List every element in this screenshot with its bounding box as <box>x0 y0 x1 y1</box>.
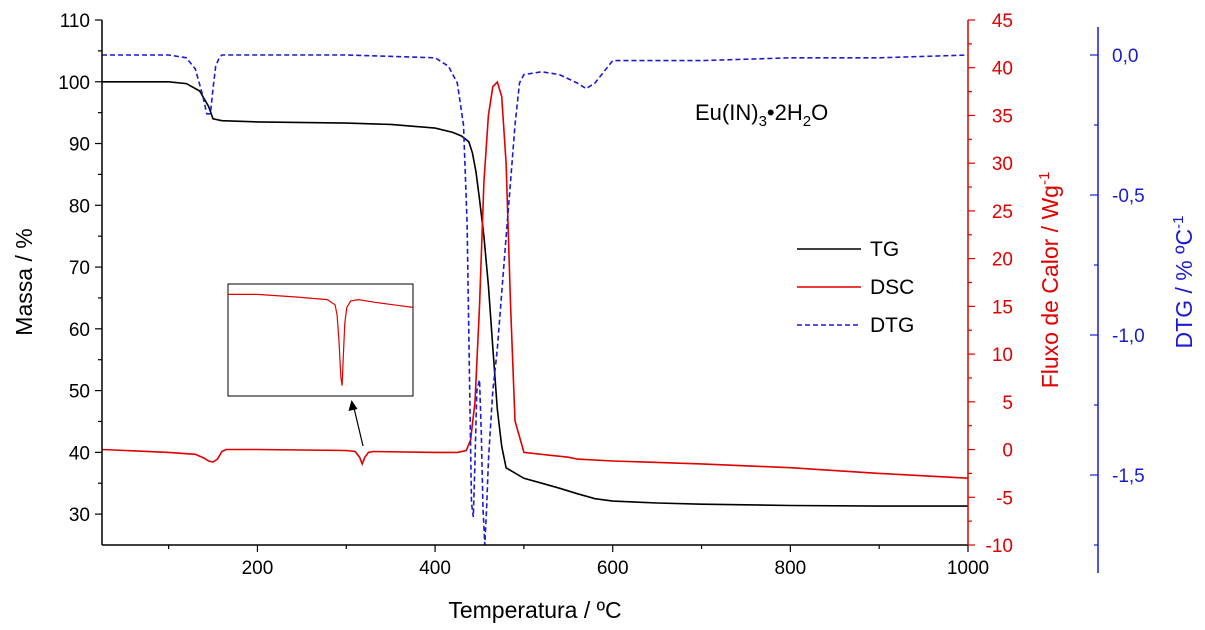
y-red-tick-label: 0 <box>1002 441 1013 462</box>
y-red-tick-label: 5 <box>1002 393 1013 414</box>
y-red-tick-label: 40 <box>992 59 1013 80</box>
x-tick-label: 200 <box>242 558 274 579</box>
y-red-tick-label: 10 <box>992 345 1013 366</box>
y-left-tick-label: 110 <box>60 11 90 32</box>
inset-frame <box>227 283 414 397</box>
legend-label-tg: TG <box>870 238 899 261</box>
legend-label-dtg: DTG <box>870 314 914 337</box>
y-blue-tick-label: -0,5 <box>1112 186 1145 207</box>
y-blue-axis-title: DTG / % ºC-1 <box>1170 216 1197 349</box>
y-red-tick-label: 45 <box>992 11 1013 32</box>
series-line-tg <box>102 81 968 507</box>
y-red-tick-label: 25 <box>992 202 1013 223</box>
y-blue-tick-label: -1,0 <box>1112 326 1145 347</box>
y-left-tick-label: 90 <box>69 135 90 156</box>
y-red-tick-label: 15 <box>992 297 1013 318</box>
arrow-shaft <box>353 407 364 447</box>
y-left-tick-label: 70 <box>69 258 90 279</box>
legend: TG DSC DTG <box>797 238 914 337</box>
y-blue-tick-label: 0,0 <box>1112 46 1138 67</box>
arrow-head <box>348 400 358 411</box>
y-blue-tick-label: -1,5 <box>1112 466 1145 487</box>
series-line-dsc <box>102 80 968 479</box>
x-axis-title: Temperatura / ºC <box>448 597 621 623</box>
x-tick-label: 600 <box>597 558 629 579</box>
inset-panel <box>227 283 414 397</box>
x-tick-label: 1000 <box>947 558 989 579</box>
y-red-tick-label: 30 <box>992 154 1013 175</box>
series-line-dtg <box>102 54 968 545</box>
ticks-layer: 200 400 600 800 100030405060708090100110-10-… <box>58 11 1144 579</box>
y-left-tick-label: 40 <box>69 443 90 464</box>
y-left-tick-label: 100 <box>58 73 90 94</box>
y-left-tick-label: 30 <box>69 505 90 526</box>
compound-annotation: Eu(IN)3•2H2O <box>695 100 828 130</box>
y-red-tick-label: -5 <box>996 488 1013 509</box>
y-red-tick-label: 35 <box>992 106 1013 127</box>
inset-arrow <box>348 400 364 447</box>
series-layer <box>102 54 968 545</box>
y-left-tick-label: 60 <box>69 320 90 341</box>
y-left-tick-label: 80 <box>69 196 90 217</box>
x-tick-label: 800 <box>775 558 807 579</box>
legend-label-dsc: DSC <box>870 276 914 299</box>
y-left-tick-label: 50 <box>69 382 90 403</box>
y-red-tick-label: 20 <box>992 250 1013 271</box>
x-tick-label: 400 <box>419 558 451 579</box>
y-red-axis-title: Fluxo de Calor / Wg-1 <box>1036 172 1063 389</box>
y-left-axis-title: Massa / % <box>11 228 37 335</box>
y-red-tick-label: -10 <box>986 536 1013 557</box>
inset-dsc-curve <box>228 293 414 386</box>
